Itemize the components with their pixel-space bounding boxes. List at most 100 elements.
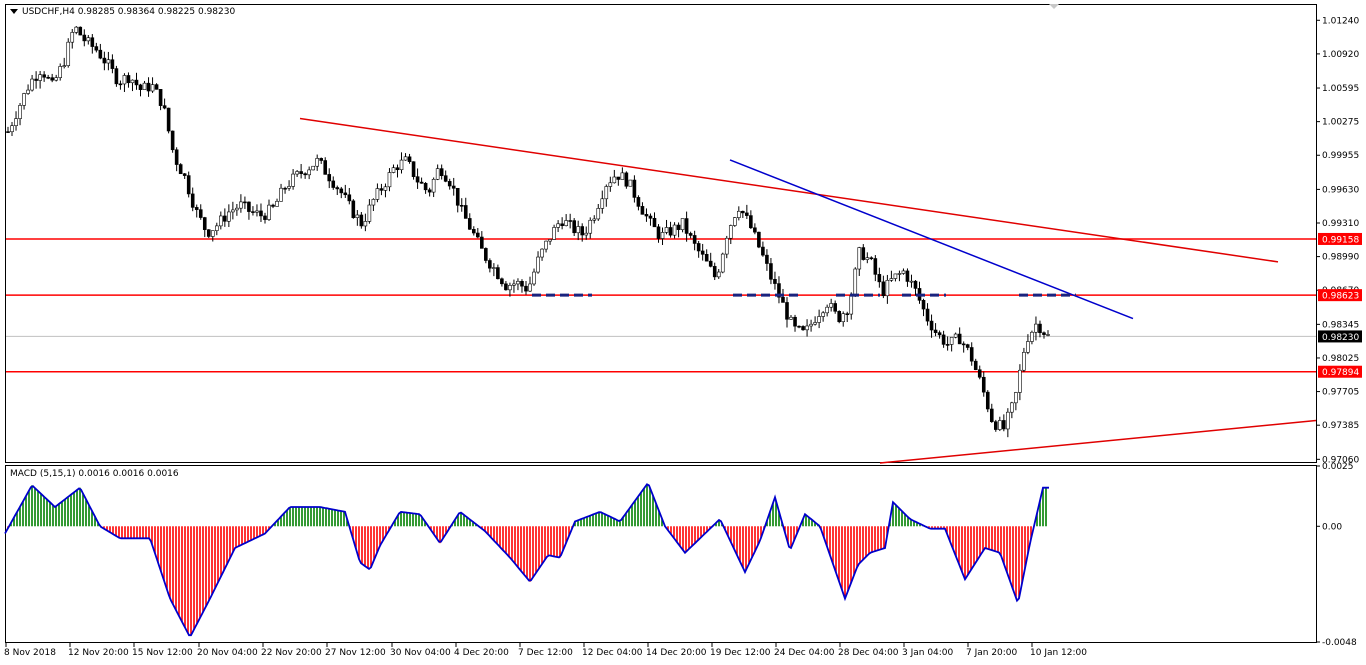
candle-body xyxy=(877,274,882,283)
candle-body xyxy=(977,369,982,378)
candle-body xyxy=(407,156,412,162)
candle-body xyxy=(737,210,741,218)
candle-body xyxy=(138,84,143,90)
candle-body xyxy=(524,285,528,292)
candle-body xyxy=(447,181,452,187)
candle-body xyxy=(660,232,665,239)
candle-body xyxy=(118,83,123,86)
candle-body xyxy=(363,221,368,227)
candle-body xyxy=(14,118,18,126)
candle-body xyxy=(178,164,183,175)
candle-body xyxy=(223,215,227,222)
candle-body xyxy=(82,34,87,42)
candle-body xyxy=(620,172,625,180)
candle-body xyxy=(500,278,504,285)
candle-body xyxy=(299,171,303,174)
candle-body xyxy=(965,344,970,348)
candle-body xyxy=(624,172,629,187)
candle-body xyxy=(1046,334,1050,336)
candle-body xyxy=(837,310,841,323)
candle-body xyxy=(488,260,492,269)
candle-body xyxy=(708,260,713,267)
candle-body xyxy=(925,308,930,322)
candle-body xyxy=(829,303,833,308)
candle-body xyxy=(929,320,934,331)
candle-body xyxy=(150,84,155,92)
candle-body xyxy=(287,186,291,189)
candle-body xyxy=(881,281,886,297)
candle-body xyxy=(941,334,946,345)
candle-body xyxy=(70,32,75,43)
level-price-label: 0.98623 xyxy=(1322,292,1359,302)
dropdown-triangle-icon[interactable] xyxy=(10,9,18,14)
candle-body xyxy=(22,93,26,106)
macd-value-3: 0.0016 xyxy=(147,469,179,479)
candle-body xyxy=(182,173,187,176)
candle-body xyxy=(612,176,617,184)
candle-body xyxy=(375,188,380,200)
candle-body xyxy=(913,280,918,289)
candle-body xyxy=(745,212,749,216)
macd-tick-label: 0.00 xyxy=(1322,522,1342,532)
time-tick-label: 28 Dec 04:00 xyxy=(838,648,899,658)
candle-body xyxy=(921,299,926,310)
time-tick-label: 3 Jan 04:00 xyxy=(902,648,954,658)
candle-body xyxy=(319,158,324,161)
descending-trend-line xyxy=(729,159,1134,320)
candle-body xyxy=(801,326,805,331)
candle-body xyxy=(126,75,131,84)
candle-body xyxy=(933,329,938,333)
candle-body xyxy=(580,226,585,236)
candle-body xyxy=(1018,369,1022,393)
candle-body xyxy=(186,175,191,195)
candle-body xyxy=(909,280,914,283)
candle-body xyxy=(861,247,866,260)
time-tick-label: 7 Dec 12:00 xyxy=(518,648,573,658)
candle-body xyxy=(480,236,484,249)
candle-body xyxy=(343,192,348,196)
candle-body xyxy=(797,325,801,328)
candle-body xyxy=(467,218,472,230)
candle-body xyxy=(732,217,737,226)
level-price-tag xyxy=(1318,365,1362,378)
candle-body xyxy=(86,37,91,42)
candle-body xyxy=(893,273,898,279)
candle-body xyxy=(552,227,556,240)
candle-body xyxy=(114,68,119,85)
candle-body xyxy=(1042,332,1046,335)
candle-body xyxy=(781,296,785,303)
candle-body xyxy=(680,218,685,230)
candle-body xyxy=(724,237,729,255)
candle-body xyxy=(652,217,657,228)
candle-body xyxy=(993,421,998,430)
candle-body xyxy=(331,180,336,188)
candle-body xyxy=(202,217,207,230)
candle-body xyxy=(275,200,279,207)
candle-body xyxy=(692,235,697,244)
candle-body xyxy=(905,270,910,282)
chart-shift-marker-icon[interactable] xyxy=(1049,4,1059,9)
price-tick-label: 0.98345 xyxy=(1322,320,1359,330)
open-value: 0.98285 xyxy=(77,7,115,17)
candle-body xyxy=(102,57,107,64)
candle-body xyxy=(34,78,38,81)
candle-body xyxy=(383,186,388,191)
candle-body xyxy=(636,197,641,207)
candle-body xyxy=(130,79,135,84)
candle-body xyxy=(431,178,436,193)
candle-body xyxy=(351,200,356,218)
candle-body xyxy=(231,209,235,213)
candle-body xyxy=(190,193,195,208)
candle-body xyxy=(98,49,103,59)
close-value: 0.98230 xyxy=(197,7,236,17)
candle-body xyxy=(307,169,311,176)
level-price-label: 0.97894 xyxy=(1322,368,1359,378)
candle-body xyxy=(259,210,263,217)
candle-body xyxy=(471,229,476,234)
candle-body xyxy=(255,210,259,213)
candle-body xyxy=(476,232,480,238)
candle-body xyxy=(251,211,255,213)
price-tick-label: 0.97385 xyxy=(1322,421,1359,431)
current-price-tag xyxy=(1318,330,1362,343)
